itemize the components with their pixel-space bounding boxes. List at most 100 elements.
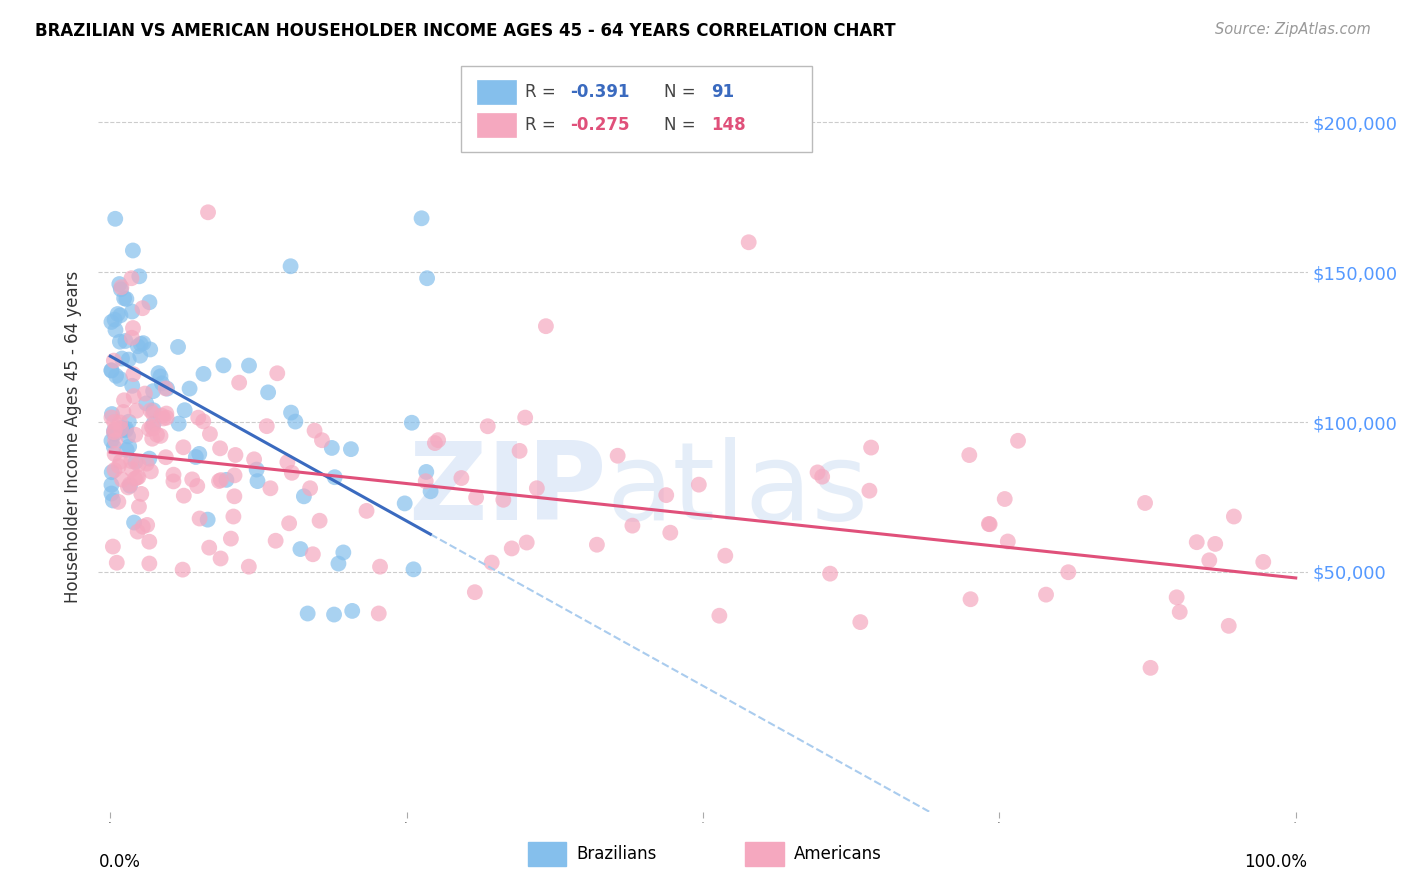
Point	[138, 295, 160, 310]
Point	[100, 315, 122, 329]
Point	[450, 471, 472, 485]
Point	[1204, 537, 1226, 551]
Point	[103, 353, 125, 368]
Point	[311, 434, 333, 448]
Point	[276, 455, 298, 469]
Point	[124, 472, 146, 486]
Point	[193, 414, 215, 428]
Point	[419, 484, 441, 499]
Point	[621, 518, 644, 533]
Point	[141, 432, 163, 446]
Point	[209, 442, 232, 456]
Point	[224, 489, 246, 503]
Point	[321, 441, 343, 455]
Point	[149, 429, 172, 443]
Point	[238, 359, 260, 373]
Point	[416, 271, 439, 285]
Point	[108, 334, 131, 349]
Point	[142, 384, 165, 399]
Point	[149, 369, 172, 384]
Point	[464, 585, 486, 599]
Point	[659, 525, 682, 540]
Bar	[745, 842, 785, 865]
Point	[162, 467, 184, 482]
Y-axis label: Householder Income Ages 45 - 64 years: Householder Income Ages 45 - 64 years	[65, 271, 83, 603]
Point	[104, 434, 127, 448]
Point	[122, 321, 145, 335]
Point	[394, 496, 416, 510]
Point	[156, 382, 179, 396]
Point	[111, 473, 134, 487]
Point	[131, 301, 153, 316]
Point	[516, 535, 538, 549]
Point	[121, 331, 143, 345]
Point	[323, 470, 346, 484]
Point	[114, 334, 136, 348]
Text: 100.0%: 100.0%	[1244, 853, 1308, 871]
Point	[477, 419, 499, 434]
Point	[100, 363, 122, 377]
Point	[108, 372, 131, 386]
Point	[150, 409, 173, 423]
Point	[264, 533, 287, 548]
Point	[155, 410, 177, 425]
Point	[1133, 496, 1156, 510]
Point	[117, 480, 139, 494]
Point	[1139, 661, 1161, 675]
Point	[100, 478, 122, 492]
Point	[977, 516, 1000, 531]
Point	[415, 465, 437, 479]
Point	[110, 421, 132, 435]
Bar	[477, 79, 516, 103]
Point	[111, 351, 134, 366]
Point	[139, 465, 162, 479]
Point	[167, 340, 190, 354]
Point	[139, 403, 162, 417]
Point	[138, 534, 160, 549]
Point	[655, 488, 678, 502]
Point	[104, 427, 127, 442]
Point	[181, 472, 204, 486]
Point	[101, 407, 124, 421]
Point	[860, 441, 883, 455]
Point	[118, 352, 141, 367]
Point	[132, 336, 155, 351]
Point	[481, 556, 503, 570]
Point	[501, 541, 523, 556]
Point	[302, 547, 325, 561]
Point	[849, 615, 872, 629]
Point	[1057, 566, 1080, 580]
Bar	[527, 842, 567, 865]
Point	[103, 425, 125, 439]
Point	[509, 443, 531, 458]
Point	[1166, 591, 1188, 605]
Point	[323, 607, 346, 622]
Point	[246, 462, 269, 476]
Point	[118, 477, 141, 491]
Point	[107, 459, 129, 474]
Point	[132, 519, 155, 533]
Point	[142, 417, 165, 431]
Point	[124, 455, 146, 469]
Point	[122, 516, 145, 530]
Point	[299, 481, 322, 495]
Text: Americans: Americans	[793, 845, 882, 863]
Point	[1251, 555, 1274, 569]
Point	[105, 556, 128, 570]
Point	[858, 483, 880, 498]
Point	[122, 367, 145, 381]
Point	[212, 359, 235, 373]
Point	[187, 410, 209, 425]
Point	[121, 271, 143, 285]
Point	[284, 415, 307, 429]
Point	[121, 379, 143, 393]
Point	[127, 470, 149, 484]
Point	[101, 540, 124, 554]
Point	[224, 468, 246, 483]
Point	[150, 376, 173, 391]
Point	[155, 381, 177, 395]
Point	[112, 291, 135, 305]
Point	[111, 423, 134, 437]
Point	[297, 607, 319, 621]
Point	[115, 292, 138, 306]
